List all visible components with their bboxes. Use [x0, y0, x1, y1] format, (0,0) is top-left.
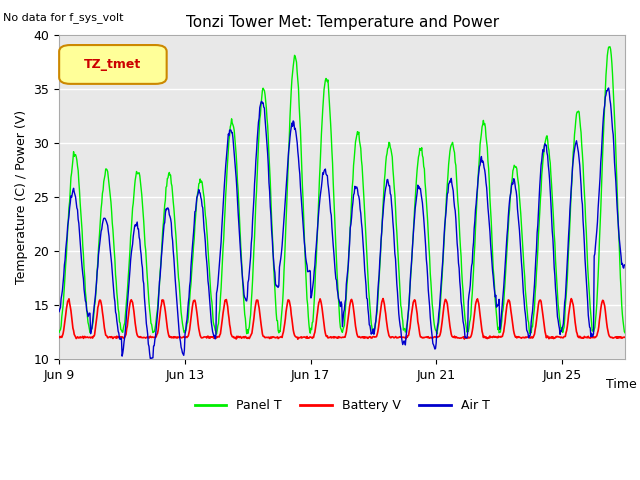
Text: TZ_tmet: TZ_tmet	[84, 58, 141, 71]
Y-axis label: Temperature (C) / Power (V): Temperature (C) / Power (V)	[15, 110, 28, 284]
Legend: Panel T, Battery V, Air T: Panel T, Battery V, Air T	[190, 395, 494, 418]
FancyBboxPatch shape	[59, 45, 166, 84]
X-axis label: Time: Time	[605, 378, 636, 391]
Text: No data for f_sys_volt: No data for f_sys_volt	[3, 12, 124, 23]
Title: Tonzi Tower Met: Temperature and Power: Tonzi Tower Met: Temperature and Power	[186, 15, 499, 30]
